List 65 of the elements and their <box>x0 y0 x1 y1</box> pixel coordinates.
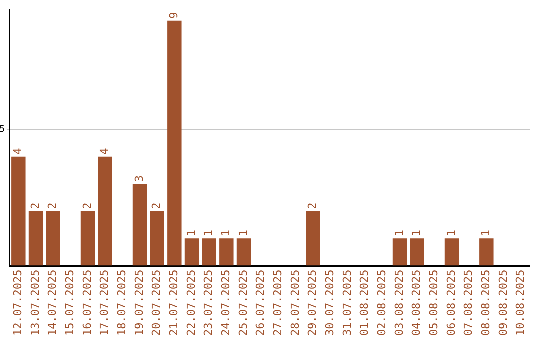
data-label: 2 <box>80 202 94 210</box>
y-tick-label: 5 <box>0 125 5 136</box>
bar <box>480 238 494 266</box>
x-tick-label: 09.08.2025 <box>496 270 510 336</box>
data-label: 2 <box>28 202 42 210</box>
data-label: 2 <box>306 202 320 210</box>
x-tick-label: 14.07.2025 <box>46 270 60 336</box>
x-tick-label: 18.07.2025 <box>116 270 129 336</box>
data-label: 4 <box>98 148 112 155</box>
x-tick-label: 01.08.2025 <box>358 270 372 336</box>
bar <box>202 238 216 266</box>
data-label: 1 <box>236 230 250 237</box>
x-tick-label: 26.07.2025 <box>254 270 268 336</box>
bar <box>236 238 252 266</box>
data-label: 1 <box>202 230 216 237</box>
x-tick-label: 25.07.2025 <box>236 270 250 336</box>
x-tick-label: 15.07.2025 <box>64 270 77 336</box>
x-tick-label: 28.07.2025 <box>288 270 302 336</box>
data-label: 2 <box>150 202 164 210</box>
bar <box>150 211 164 266</box>
x-tick-label: 23.07.2025 <box>202 270 216 336</box>
x-tick-label: 05.08.2025 <box>428 270 441 336</box>
data-label: 1 <box>392 230 406 237</box>
bar <box>184 238 200 266</box>
x-tick-label: 29.07.2025 <box>306 270 320 336</box>
data-label: 1 <box>410 230 424 237</box>
x-tick-label: 20.07.2025 <box>150 270 164 336</box>
data-label: 1 <box>444 230 458 237</box>
x-tick-label: 02.08.2025 <box>376 270 389 336</box>
x-tick-label: 24.07.2025 <box>220 270 233 336</box>
x-tick-label: 31.07.2025 <box>340 270 354 336</box>
x-tick-label: 16.07.2025 <box>80 270 94 336</box>
bar <box>46 211 60 266</box>
data-label: 1 <box>184 230 198 237</box>
x-tick-label: 07.08.2025 <box>462 270 476 336</box>
data-label: 4 <box>12 148 25 155</box>
bar <box>98 156 112 266</box>
x-tick-label: 21.07.2025 <box>168 270 181 336</box>
bar <box>132 184 148 266</box>
bar <box>80 211 96 266</box>
bar <box>12 156 26 266</box>
x-tick-label: 06.08.2025 <box>444 270 458 336</box>
x-tick-label: 10.08.2025 <box>514 270 528 336</box>
data-label: 1 <box>480 230 493 237</box>
data-label: 2 <box>46 202 60 210</box>
x-tick-label: 13.07.2025 <box>28 270 42 336</box>
x-tick-label: 08.08.2025 <box>480 270 493 336</box>
x-tick-label: 30.07.2025 <box>324 270 337 336</box>
bar <box>28 211 44 266</box>
x-tick-label: 12.07.2025 <box>12 270 25 336</box>
bar <box>306 211 320 266</box>
bar <box>168 20 182 266</box>
bar <box>410 238 424 266</box>
bar <box>220 238 234 266</box>
x-tick-label: 17.07.2025 <box>98 270 112 336</box>
x-tick-label: 27.07.2025 <box>272 270 285 336</box>
data-label: 1 <box>220 230 233 237</box>
bar <box>444 238 460 266</box>
x-tick-label: 04.08.2025 <box>410 270 424 336</box>
x-tick-label: 03.08.2025 <box>392 270 406 336</box>
x-tick-label: 22.07.2025 <box>184 270 198 336</box>
data-label: 9 <box>168 12 181 19</box>
data-label: 3 <box>132 176 146 182</box>
bar <box>392 238 408 266</box>
x-tick-label: 19.07.2025 <box>132 270 146 336</box>
